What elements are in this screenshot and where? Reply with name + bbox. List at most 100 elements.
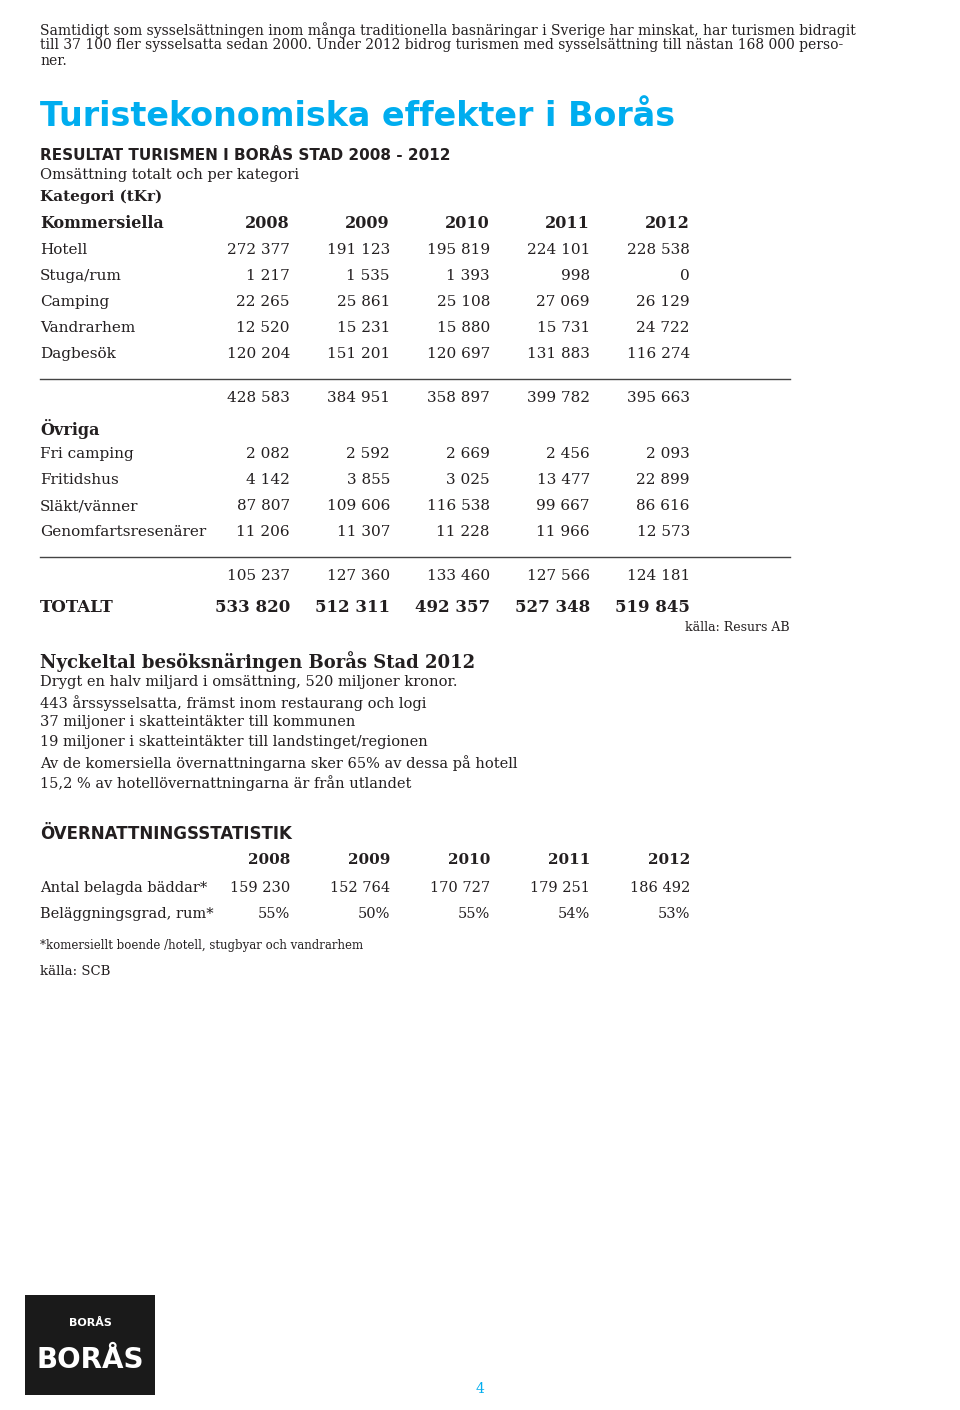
Text: 105 237: 105 237: [227, 570, 290, 582]
Text: 2 093: 2 093: [646, 447, 690, 461]
Text: RESULTAT TURISMEN I BORÅS STAD 2008 - 2012: RESULTAT TURISMEN I BORÅS STAD 2008 - 20…: [40, 148, 450, 164]
Text: ÖVERNATTNINGSSTATISTIK: ÖVERNATTNINGSSTATISTIK: [40, 825, 292, 843]
Text: 159 230: 159 230: [229, 881, 290, 895]
Text: Fri camping: Fri camping: [40, 447, 133, 461]
Text: 55%: 55%: [257, 907, 290, 921]
Text: 133 460: 133 460: [427, 570, 490, 582]
Text: Omsättning totalt och per kategori: Omsättning totalt och per kategori: [40, 168, 300, 182]
Text: 3 855: 3 855: [347, 472, 390, 486]
Text: 109 606: 109 606: [326, 499, 390, 513]
Text: 186 492: 186 492: [630, 881, 690, 895]
Text: 0: 0: [681, 269, 690, 283]
Text: Fritidshus: Fritidshus: [40, 472, 119, 486]
Text: Nyckeltal besöksnäringen Borås Stad 2012: Nyckeltal besöksnäringen Borås Stad 2012: [40, 651, 475, 673]
Text: 195 819: 195 819: [427, 243, 490, 257]
Text: 55%: 55%: [458, 907, 490, 921]
Text: 37 miljoner i skatteintäkter till kommunen: 37 miljoner i skatteintäkter till kommun…: [40, 715, 355, 729]
Text: 54%: 54%: [558, 907, 590, 921]
Text: källa: SCB: källa: SCB: [40, 964, 110, 979]
Text: 2011: 2011: [547, 853, 590, 867]
Text: *komersiellt boende /hotell, stugbyar och vandrarhem: *komersiellt boende /hotell, stugbyar oc…: [40, 939, 363, 952]
Text: 2009: 2009: [348, 853, 390, 867]
Text: 4: 4: [475, 1382, 485, 1396]
Text: 11 966: 11 966: [537, 525, 590, 539]
Text: 11 206: 11 206: [236, 525, 290, 539]
Text: 399 782: 399 782: [527, 391, 590, 405]
Text: 2011: 2011: [545, 214, 590, 233]
Text: 2 082: 2 082: [247, 447, 290, 461]
Text: 86 616: 86 616: [636, 499, 690, 513]
Text: 19 miljoner i skatteintäkter till landstinget/regionen: 19 miljoner i skatteintäkter till landst…: [40, 735, 428, 749]
Text: 15 880: 15 880: [437, 321, 490, 336]
Text: 443 årssysselsatta, främst inom restaurang och logi: 443 årssysselsatta, främst inom restaura…: [40, 695, 426, 711]
Text: 26 129: 26 129: [636, 295, 690, 309]
Text: Genomfartsresenärer: Genomfartsresenärer: [40, 525, 206, 539]
Text: 533 820: 533 820: [215, 599, 290, 616]
Text: 191 123: 191 123: [326, 243, 390, 257]
Text: 2008: 2008: [248, 853, 290, 867]
Text: 224 101: 224 101: [527, 243, 590, 257]
Text: 22 899: 22 899: [636, 472, 690, 486]
Text: Beläggningsgrad, rum*: Beläggningsgrad, rum*: [40, 907, 214, 921]
Text: 179 251: 179 251: [530, 881, 590, 895]
Text: 2009: 2009: [346, 214, 390, 233]
Text: 24 722: 24 722: [636, 321, 690, 336]
Text: 53%: 53%: [658, 907, 690, 921]
Text: 2 669: 2 669: [446, 447, 490, 461]
Text: 519 845: 519 845: [615, 599, 690, 616]
Text: 120 697: 120 697: [427, 347, 490, 361]
Text: 527 348: 527 348: [515, 599, 590, 616]
Text: 2010: 2010: [445, 214, 490, 233]
Text: 2012: 2012: [645, 214, 690, 233]
Text: 12 573: 12 573: [636, 525, 690, 539]
Text: 131 883: 131 883: [527, 347, 590, 361]
Text: 13 477: 13 477: [537, 472, 590, 486]
Text: 2010: 2010: [447, 853, 490, 867]
Text: Kategori (tKr): Kategori (tKr): [40, 190, 162, 204]
Text: till 37 100 fler sysselsatta sedan 2000. Under 2012 bidrog turismen med sysselsä: till 37 100 fler sysselsatta sedan 2000.…: [40, 38, 843, 52]
Text: 358 897: 358 897: [427, 391, 490, 405]
Text: 116 274: 116 274: [627, 347, 690, 361]
Text: Av de komersiella övernattningarna sker 65% av dessa på hotell: Av de komersiella övernattningarna sker …: [40, 754, 517, 771]
Text: Dagbesök: Dagbesök: [40, 347, 116, 361]
Text: 27 069: 27 069: [537, 295, 590, 309]
Text: Hotell: Hotell: [40, 243, 87, 257]
Text: Antal belagda bäddar*: Antal belagda bäddar*: [40, 881, 207, 895]
Text: 15,2 % av hotellövernattningarna är från utlandet: 15,2 % av hotellövernattningarna är från…: [40, 776, 412, 791]
Text: 11 228: 11 228: [437, 525, 490, 539]
Text: 998: 998: [561, 269, 590, 283]
Text: 1 393: 1 393: [446, 269, 490, 283]
Text: 1 535: 1 535: [347, 269, 390, 283]
Text: BORÅS: BORÅS: [68, 1318, 111, 1328]
Text: 50%: 50%: [358, 907, 390, 921]
Text: Samtidigt som sysselsättningen inom många traditionella basnäringar i Sverige ha: Samtidigt som sysselsättningen inom mång…: [40, 23, 855, 38]
Text: 127 360: 127 360: [326, 570, 390, 582]
Text: 2 456: 2 456: [546, 447, 590, 461]
Text: Turistekonomiska effekter i Borås: Turistekonomiska effekter i Borås: [40, 100, 675, 133]
Text: 11 307: 11 307: [337, 525, 390, 539]
Text: 15 231: 15 231: [337, 321, 390, 336]
Text: 428 583: 428 583: [228, 391, 290, 405]
Text: 2 592: 2 592: [347, 447, 390, 461]
Text: 2008: 2008: [245, 214, 290, 233]
Text: 25 861: 25 861: [337, 295, 390, 309]
Text: ner.: ner.: [40, 54, 67, 68]
Text: TOTALT: TOTALT: [40, 599, 113, 616]
Text: 124 181: 124 181: [627, 570, 690, 582]
Text: 3 025: 3 025: [446, 472, 490, 486]
Text: 99 667: 99 667: [537, 499, 590, 513]
Text: 15 731: 15 731: [537, 321, 590, 336]
Text: BORÅS: BORÅS: [36, 1347, 144, 1373]
Text: 228 538: 228 538: [627, 243, 690, 257]
Text: 272 377: 272 377: [228, 243, 290, 257]
Text: 120 204: 120 204: [227, 347, 290, 361]
Text: 12 520: 12 520: [236, 321, 290, 336]
Text: 87 807: 87 807: [237, 499, 290, 513]
Text: 25 108: 25 108: [437, 295, 490, 309]
Text: 151 201: 151 201: [326, 347, 390, 361]
Text: Övriga: Övriga: [40, 419, 100, 439]
Text: 2012: 2012: [648, 853, 690, 867]
Text: Släkt/vänner: Släkt/vänner: [40, 499, 138, 513]
Text: 127 566: 127 566: [527, 570, 590, 582]
Text: 4 142: 4 142: [246, 472, 290, 486]
